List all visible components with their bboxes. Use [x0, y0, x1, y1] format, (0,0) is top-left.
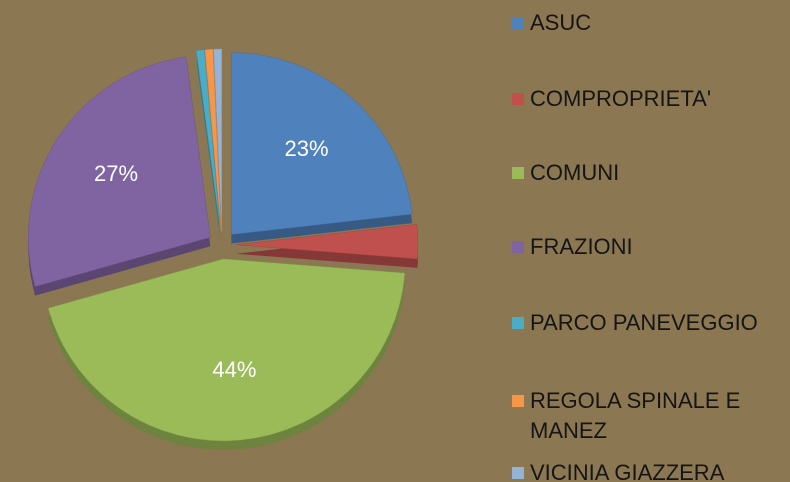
slice	[196, 49, 221, 232]
legend-swatch	[512, 317, 524, 329]
legend-swatch	[512, 17, 524, 29]
legend-item: VICINIA GIAZZERA	[512, 458, 782, 482]
slice	[235, 224, 419, 260]
pie-area: 23% 44% 27%	[28, 48, 419, 450]
legend-swatch	[512, 241, 524, 253]
data-label: 23%	[284, 136, 328, 161]
legend-label: REGOLA SPINALE E MANEZ	[530, 388, 741, 443]
slice	[28, 56, 211, 287]
legend-swatch	[512, 467, 524, 479]
legend-label: FRAZIONI	[530, 234, 633, 259]
legend-label: ASUC	[530, 10, 592, 35]
legend-label: COMPROPRIETA'	[530, 86, 712, 111]
legend-swatch	[512, 167, 524, 179]
slice	[213, 48, 222, 232]
legend-item: REGOLA SPINALE E MANEZ	[512, 386, 782, 446]
legend-label: PARCO PANEVEGGIO	[530, 310, 758, 335]
legend-item: COMPROPRIETA'	[512, 84, 782, 114]
legend-label: VICINIA GIAZZERA	[530, 460, 725, 482]
data-label: 27%	[94, 161, 138, 186]
data-label: 44%	[212, 357, 256, 382]
slice-side	[196, 58, 221, 241]
slice	[47, 258, 406, 442]
legend-swatch	[512, 93, 524, 105]
legend-item: FRAZIONI	[512, 232, 782, 262]
legend-item: PARCO PANEVEGGIO	[512, 308, 782, 338]
legend-label: COMUNI	[530, 160, 620, 185]
slice	[204, 48, 222, 232]
legend-item: ASUC	[512, 8, 782, 38]
slice	[231, 52, 413, 235]
legend-swatch	[512, 395, 524, 407]
legend-item: COMUNI	[512, 158, 782, 188]
